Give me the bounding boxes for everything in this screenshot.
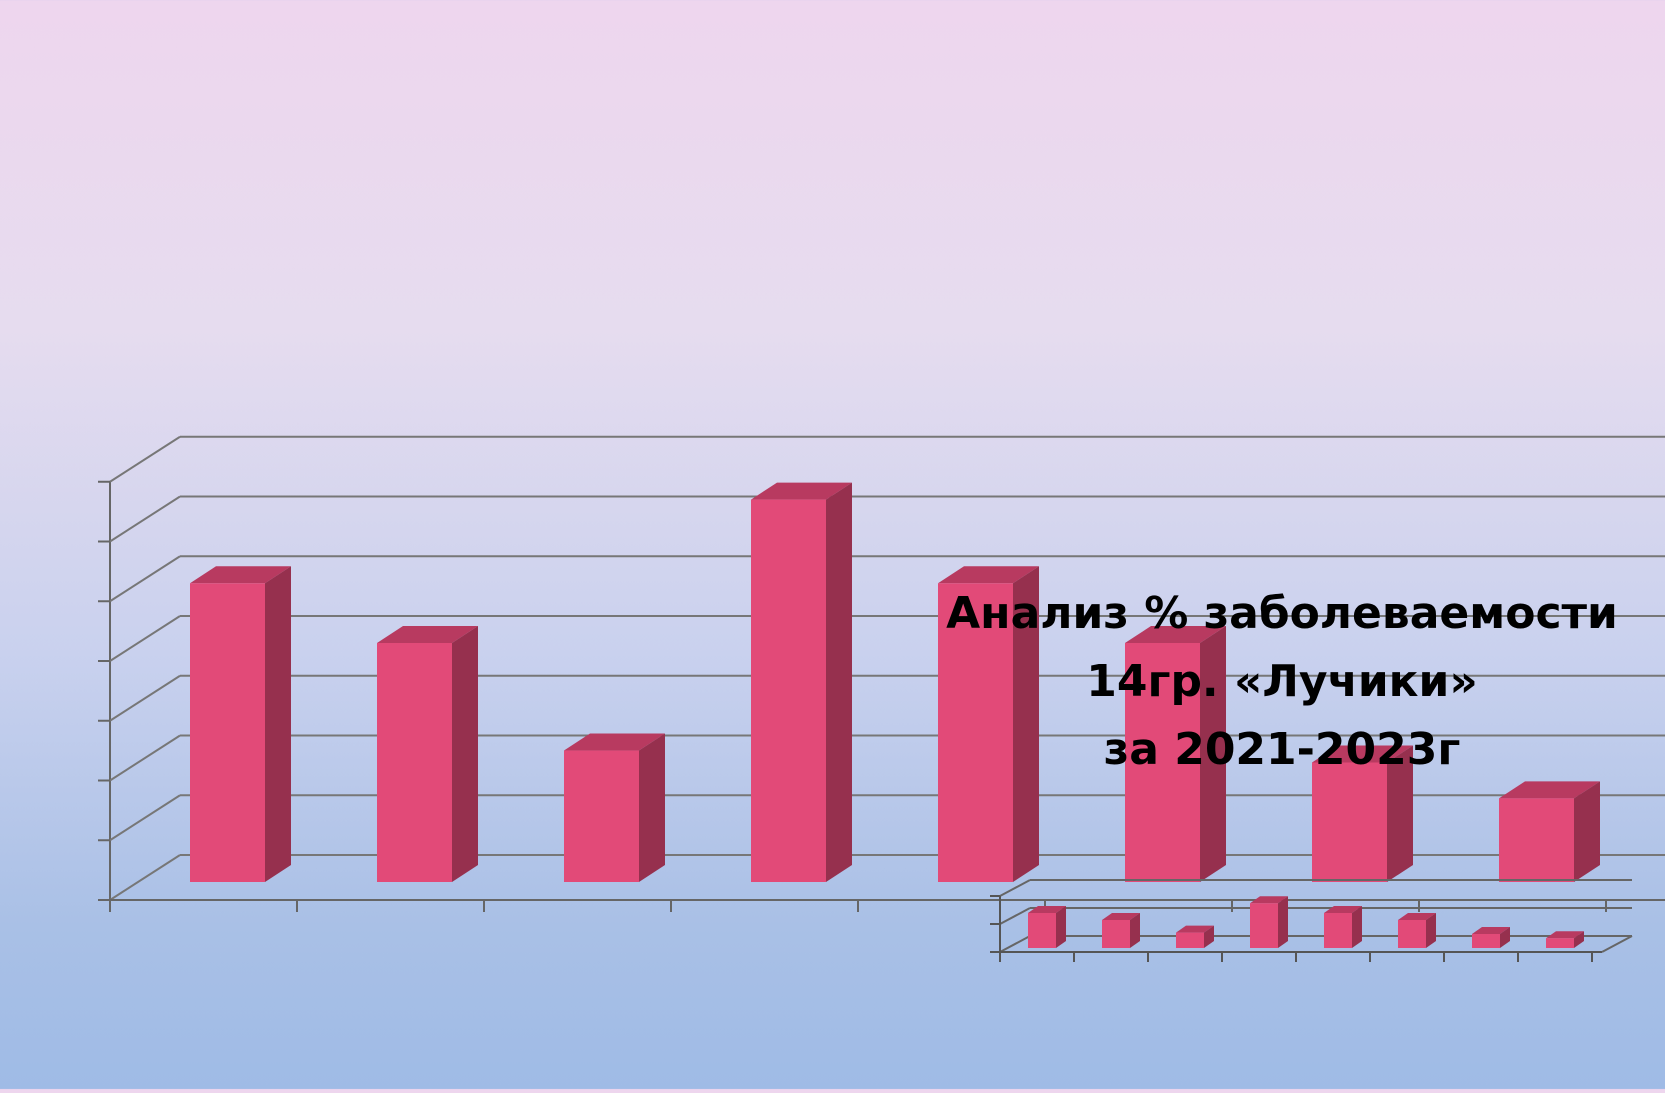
mini-bar: [1546, 938, 1574, 948]
bar-top: [938, 566, 1039, 584]
mini-gridline-depth: [999, 879, 1031, 897]
bar-top: [564, 733, 665, 751]
mini-bar: [1102, 920, 1130, 948]
bar: [1312, 762, 1387, 882]
main-chart-bars: [190, 482, 1600, 882]
mini-bar: [1398, 920, 1426, 948]
bar-side: [265, 566, 291, 882]
mini-bar-side: [1352, 906, 1362, 948]
bar: [564, 750, 639, 882]
mini-bar-top: [1250, 896, 1288, 904]
gridline-depth: [109, 794, 181, 842]
mini-chart-grid: [990, 879, 1633, 962]
mini-floor-edge: [1601, 935, 1633, 953]
gridline-depth: [109, 615, 181, 662]
mini-gridline-depth: [999, 935, 1031, 953]
mini-bar-top: [1028, 906, 1066, 913]
chart-title-line-1: Анализ % заболеваемости: [946, 588, 1618, 639]
mini-bar: [1176, 932, 1204, 948]
mini-bar-side: [1278, 896, 1288, 948]
mini-gridline-depth: [999, 907, 1031, 925]
bar: [190, 583, 265, 882]
mini-bar-side: [1056, 906, 1066, 948]
mini-bar-top: [1176, 925, 1214, 933]
bar: [377, 643, 452, 882]
bar: [938, 583, 1013, 882]
gridline-depth: [109, 495, 181, 543]
chart-title-line-2: 14гр. «Лучики»: [1086, 656, 1478, 707]
bar-side: [1387, 745, 1413, 882]
mini-bar: [1028, 913, 1056, 948]
mini-bar: [1250, 903, 1278, 948]
bar-top: [190, 566, 291, 584]
bar-top: [377, 626, 478, 643]
mini-bar-top: [1472, 927, 1510, 934]
mini-bar-top: [1398, 913, 1436, 920]
mini-bar-top: [1102, 913, 1140, 920]
bar-top: [1499, 781, 1600, 799]
mini-bar-side: [1426, 913, 1436, 948]
mini-bar-top: [1324, 906, 1362, 913]
gridline-depth: [109, 854, 181, 901]
bar-top: [751, 482, 852, 500]
bar-side: [1200, 626, 1226, 882]
mini-bar-top: [1546, 931, 1584, 939]
mini-bar-side: [1204, 925, 1214, 948]
gridline-depth: [109, 555, 181, 603]
mini-bar-side: [1574, 931, 1584, 948]
mini-bar-side: [1500, 927, 1510, 948]
bar: [1125, 643, 1200, 882]
gridline-depth: [109, 435, 181, 483]
bar-side: [826, 482, 852, 882]
chart-title-line-3: за 2021-2023г: [1104, 724, 1461, 775]
bar-side: [1013, 566, 1039, 882]
bar: [751, 499, 826, 882]
bar-top: [1125, 626, 1226, 643]
chart-title: Анализ % заболеваемости 14гр. «Лучики» з…: [946, 588, 1618, 775]
gridline-depth: [109, 734, 181, 782]
bar: [1499, 798, 1574, 882]
bar-side: [1574, 781, 1600, 882]
bar-side: [639, 733, 665, 882]
mini-bar-side: [1130, 913, 1140, 948]
gridline-depth: [109, 674, 181, 722]
mini-bar: [1472, 934, 1500, 948]
bar-side: [452, 626, 478, 882]
bar-top: [1312, 745, 1413, 763]
mini-chart-bars: [1028, 896, 1584, 948]
mini-bar: [1324, 913, 1352, 948]
